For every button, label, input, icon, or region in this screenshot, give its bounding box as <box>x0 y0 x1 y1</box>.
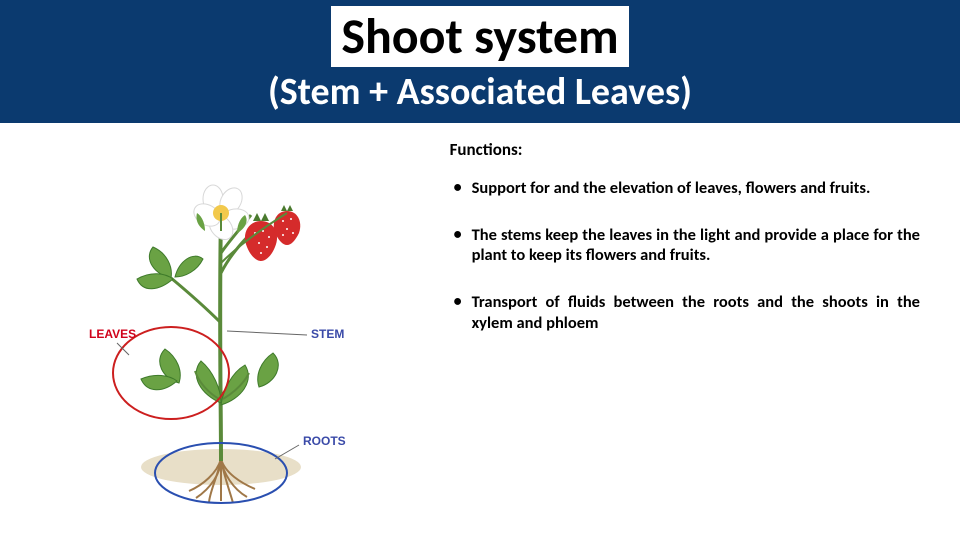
function-item: Transport of fluids between the roots an… <box>450 292 920 333</box>
leaves-label: LEAVES <box>89 327 136 341</box>
roots-label: ROOTS <box>303 434 346 448</box>
diagram-column: LEAVES STEM ROOTS <box>0 139 442 523</box>
mid-leaf-cluster <box>137 247 203 289</box>
function-item: Support for and the elevation of leaves,… <box>450 178 920 199</box>
text-column: Functions: Support for and the elevation… <box>442 139 960 523</box>
function-item: The stems keep the leaves in the light a… <box>450 225 920 266</box>
header-banner: Shoot system (Stem + Associated Leaves) <box>0 0 960 123</box>
strawberry-2 <box>274 205 301 245</box>
functions-heading: Functions: <box>450 139 920 160</box>
flower <box>190 184 251 244</box>
side-stem-1 <box>171 278 221 323</box>
page-title: Shoot system <box>331 6 628 67</box>
page-subtitle: (Stem + Associated Leaves) <box>0 69 960 115</box>
strawberry-1 <box>245 213 277 261</box>
stem-pointer <box>227 331 307 335</box>
functions-list: Support for and the elevation of leaves,… <box>450 178 920 333</box>
lower-leaf-cluster <box>141 349 278 405</box>
content-row: LEAVES STEM ROOTS Functions: Support for… <box>0 123 960 523</box>
stem-label: STEM <box>311 327 344 341</box>
plant-diagram: LEAVES STEM ROOTS <box>71 143 371 513</box>
main-stem <box>220 213 221 461</box>
